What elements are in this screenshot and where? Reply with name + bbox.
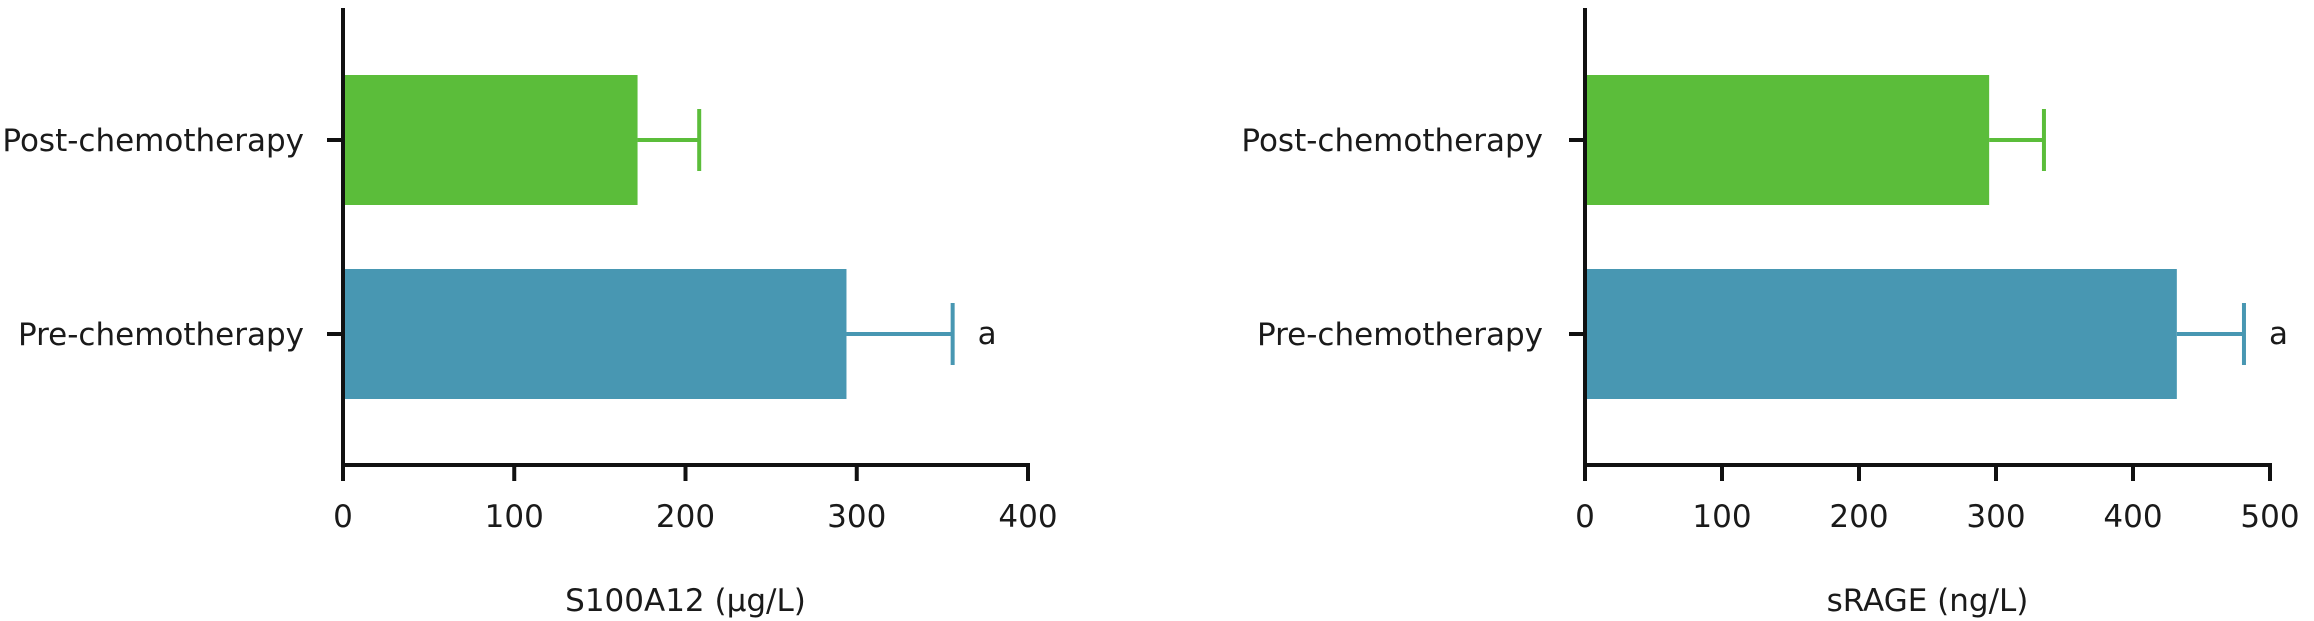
x-tick-label: 500 bbox=[2240, 499, 2299, 535]
significance-label: a bbox=[2269, 316, 2288, 352]
chart-panel-srage: 0 100 200 300 400 500 sRAGE (ng/L) Post-chemoth… bbox=[1241, 8, 2300, 619]
x-axis-title: sRAGE (ng/L) bbox=[1827, 583, 2029, 619]
x-tick-label: 0 bbox=[333, 499, 353, 535]
x-tick-label: 300 bbox=[827, 499, 886, 535]
bar-post-chemotherapy bbox=[345, 75, 638, 205]
category-label: Pre-chemotherapy bbox=[18, 317, 304, 353]
x-tick-label: 400 bbox=[2103, 499, 2162, 535]
category-label: Post-chemotherapy bbox=[1241, 123, 1543, 159]
bar-pre-chemotherapy bbox=[345, 269, 847, 399]
chart-panel-s100a12: 0 100 200 300 400 S100A12 (μg/L) Post-chemothe… bbox=[2, 8, 1058, 619]
category-label: Pre-chemotherapy bbox=[1257, 317, 1543, 353]
x-tick-label: 0 bbox=[1575, 499, 1595, 535]
bar-post-chemotherapy bbox=[1587, 75, 1990, 205]
x-axis-title: S100A12 (μg/L) bbox=[565, 583, 806, 619]
x-tick-label: 100 bbox=[1692, 499, 1751, 535]
x-tick-label: 300 bbox=[1966, 499, 2025, 535]
significance-label: a bbox=[978, 316, 997, 352]
x-tick-label: 100 bbox=[485, 499, 544, 535]
x-tick-label: 200 bbox=[656, 499, 715, 535]
category-label: Post-chemotherapy bbox=[2, 123, 304, 159]
x-tick-label: 400 bbox=[998, 499, 1057, 535]
bar-pre-chemotherapy bbox=[1587, 269, 2177, 399]
x-tick-label: 200 bbox=[1829, 499, 1888, 535]
